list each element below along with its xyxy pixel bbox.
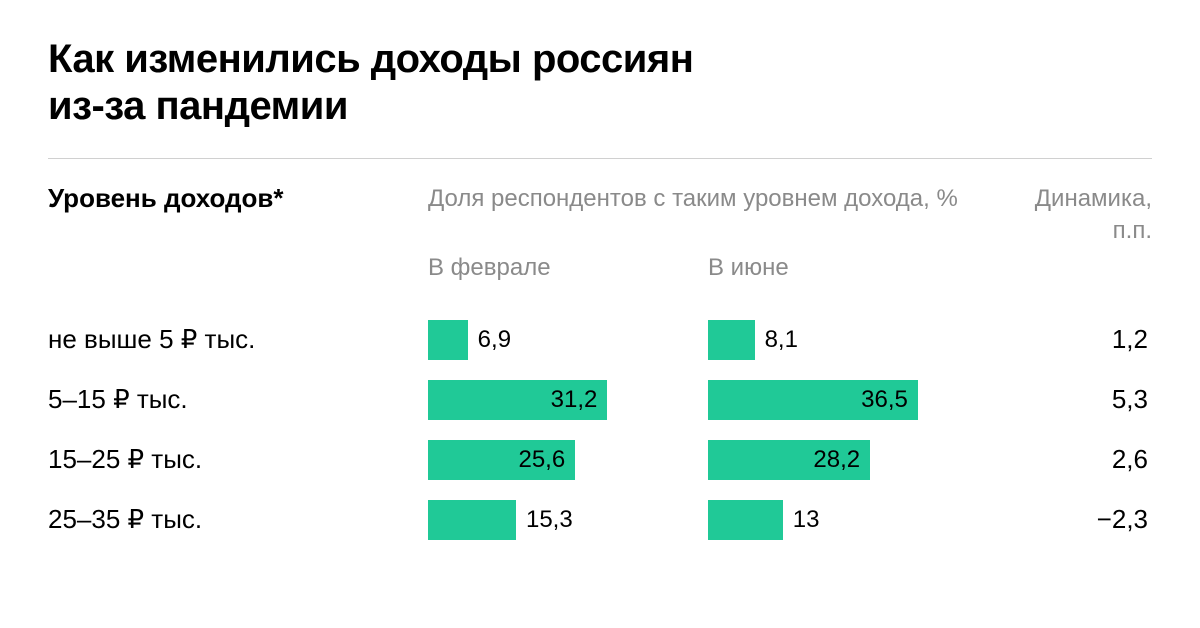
row-label: 25–35 ₽ тыс. xyxy=(48,504,428,535)
chart-title: Как изменились доходы россиян из-за панд… xyxy=(48,36,1152,130)
bar-cell-june: 28,2 xyxy=(708,440,988,480)
header-respondents-share: Доля респондентов с таким уровнем дохода… xyxy=(428,183,988,214)
bar-cell-june: 13 xyxy=(708,500,988,540)
bar-value-june: 36,5 xyxy=(861,386,908,414)
bar-value-june: 28,2 xyxy=(813,446,860,474)
dynamics-value: 1,2 xyxy=(988,324,1148,355)
row-label: 5–15 ₽ тыс. xyxy=(48,384,428,415)
bar-february: 25,6 xyxy=(428,440,575,480)
bar-cell-june: 8,1 xyxy=(708,320,988,360)
subheader-june: В июне xyxy=(708,254,988,282)
dynamics-value: −2,3 xyxy=(988,504,1148,535)
bar-value-february: 31,2 xyxy=(551,386,598,414)
bar-value-june: 13 xyxy=(793,506,820,534)
table-subheader-row: В феврале В июне xyxy=(48,254,1152,282)
bar-february xyxy=(428,320,468,360)
bar-february: 31,2 xyxy=(428,380,607,420)
dynamics-value: 2,6 xyxy=(988,444,1148,475)
header-income-level: Уровень доходов* xyxy=(48,183,428,214)
table-row: не выше 5 ₽ тыс. 6,9 8,1 1,2 xyxy=(48,310,1152,370)
bar-february xyxy=(428,500,516,540)
title-divider xyxy=(48,158,1152,159)
bar-june xyxy=(708,320,755,360)
bar-value-february: 15,3 xyxy=(526,506,573,534)
title-line-1: Как изменились доходы россиян xyxy=(48,37,693,81)
bar-cell-february: 15,3 xyxy=(428,500,708,540)
table-row: 25–35 ₽ тыс. 15,3 13 −2,3 xyxy=(48,490,1152,550)
bar-cell-february: 31,2 xyxy=(428,380,708,420)
row-label: не выше 5 ₽ тыс. xyxy=(48,324,428,355)
bar-june: 36,5 xyxy=(708,380,918,420)
table-body: не выше 5 ₽ тыс. 6,9 8,1 1,2 5–15 ₽ тыс. 31,2… xyxy=(48,310,1152,550)
header-dynamics: Динамика, п.п. xyxy=(992,183,1152,245)
bar-value-june: 8,1 xyxy=(765,326,798,354)
table-row: 5–15 ₽ тыс. 31,2 36,5 5,3 xyxy=(48,370,1152,430)
bar-june xyxy=(708,500,783,540)
bar-cell-february: 25,6 xyxy=(428,440,708,480)
bar-value-february: 6,9 xyxy=(478,326,511,354)
bar-value-february: 25,6 xyxy=(518,446,565,474)
bar-cell-february: 6,9 xyxy=(428,320,708,360)
title-line-2: из-за пандемии xyxy=(48,84,348,128)
bar-cell-june: 36,5 xyxy=(708,380,988,420)
dynamics-value: 5,3 xyxy=(988,384,1148,415)
table-header-row: Уровень доходов* Доля респондентов с так… xyxy=(48,183,1152,245)
table-row: 15–25 ₽ тыс. 25,6 28,2 2,6 xyxy=(48,430,1152,490)
bar-june: 28,2 xyxy=(708,440,870,480)
row-label: 15–25 ₽ тыс. xyxy=(48,444,428,475)
subheader-february: В феврале xyxy=(428,254,708,282)
